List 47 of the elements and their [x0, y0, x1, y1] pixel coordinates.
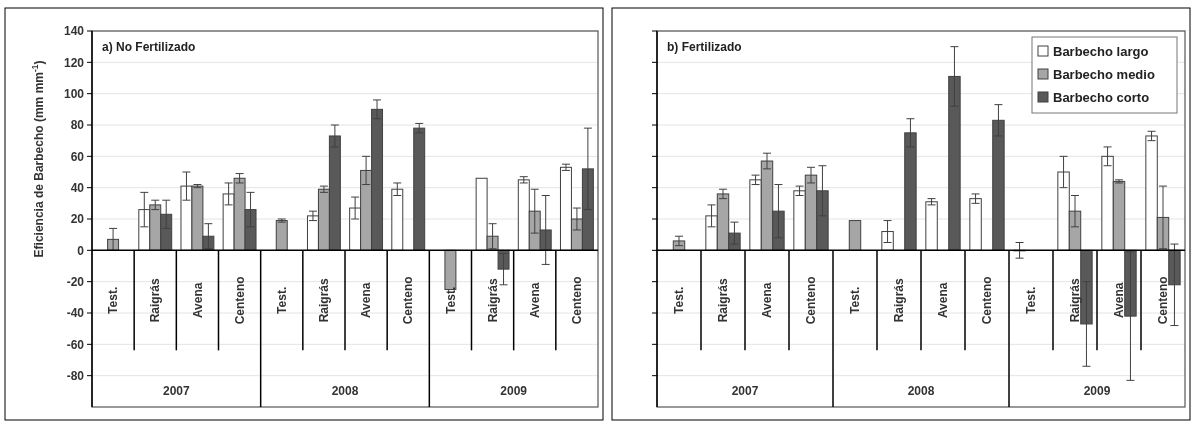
x-tick-label: Avena: [760, 282, 775, 319]
x-tick-label: Raigrás: [148, 278, 163, 323]
y-tick-label: 100: [63, 86, 85, 101]
x-tick-label: Centeno: [232, 276, 247, 325]
legend-label: Barbecho largo: [1053, 43, 1149, 59]
x-tick-label: Centeno: [401, 276, 416, 325]
y-tick-label: 80: [70, 118, 85, 133]
annotation: 2009: [500, 384, 528, 398]
x-tick-label: Raigrás: [485, 278, 500, 323]
y-tick-label: -40: [66, 306, 85, 321]
y-tick-label: -20: [66, 274, 85, 289]
x-tick-label: Raigrás: [317, 278, 332, 323]
legend-label: Barbecho corto: [1053, 89, 1150, 105]
x-tick-label: Avena: [359, 282, 374, 319]
x-tick-label: Test.: [1024, 286, 1039, 314]
x-tick-label: Avena: [1112, 282, 1127, 319]
y-tick-label: 60: [70, 149, 85, 164]
annotation: 2007: [162, 384, 190, 398]
annotation: 2008: [907, 384, 935, 398]
y-tick-label: 0: [77, 243, 85, 258]
x-tick-label: Centeno: [980, 276, 995, 325]
legend-label: Barbecho medio: [1053, 66, 1155, 82]
x-tick-label: Raigrás: [892, 278, 907, 323]
x-tick-label: Test.: [443, 286, 458, 314]
y-tick-label: 120: [63, 55, 85, 70]
text: b) Fertilizado: [667, 40, 742, 54]
x-tick-label: Test.: [106, 286, 121, 314]
y-tick-label: 20: [70, 212, 85, 227]
y-tick-label: -60: [66, 337, 85, 352]
x-tick-label: Centeno: [804, 276, 819, 325]
y-tick-label: 140: [63, 24, 85, 39]
x-tick-label: Test.: [274, 286, 289, 314]
annotation: 2007: [731, 384, 759, 398]
y-tick-label: 40: [70, 180, 85, 195]
x-tick-label: Avena: [527, 282, 542, 319]
x-tick-label: Avena: [936, 282, 951, 319]
text: a) No Fertilizado: [102, 40, 196, 54]
y-tick-label: -80: [66, 368, 85, 383]
x-tick-label: Avena: [190, 282, 205, 319]
annotation: 2009: [1083, 384, 1111, 398]
annotation: 2008: [331, 384, 359, 398]
x-tick-label: Test.: [848, 286, 863, 314]
x-tick-label: Centeno: [570, 276, 585, 325]
x-tick-label: Raigrás: [1068, 278, 1083, 323]
x-tick-label: Centeno: [1156, 276, 1171, 325]
x-tick-label: Raigrás: [716, 278, 731, 323]
x-tick-label: Test.: [672, 286, 687, 314]
